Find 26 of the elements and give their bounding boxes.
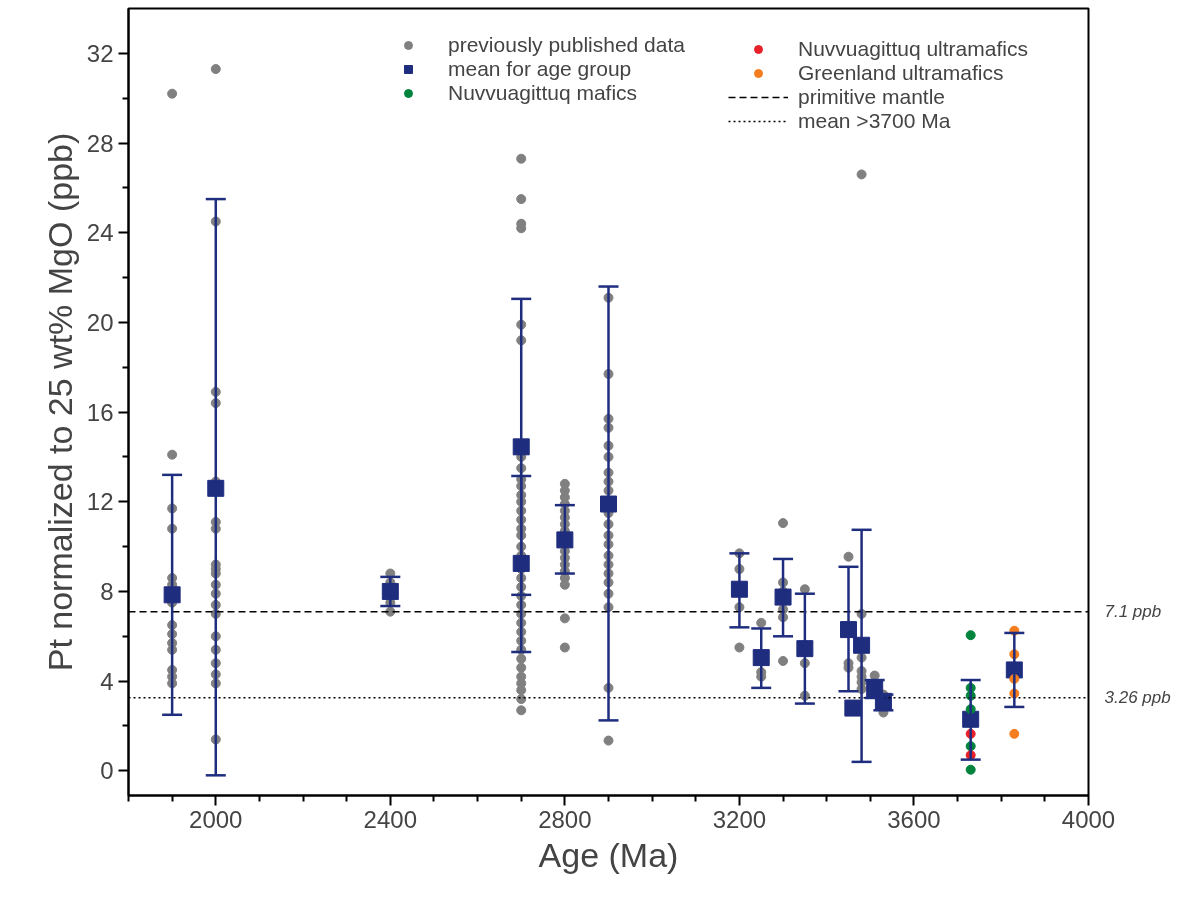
- legend-label: Greenland ultramafics: [798, 61, 1004, 85]
- y-tick-label: 8: [100, 577, 114, 605]
- y-tick-label: 32: [86, 39, 114, 67]
- y-axis-title: Pt normalized to 25 wt% MgO (ppb): [40, 132, 79, 672]
- y-tick-label: 0: [100, 757, 114, 785]
- legend-label: mean for age group: [448, 57, 632, 81]
- y-tick-label: 20: [86, 308, 114, 336]
- x-tick-label: 2000: [189, 805, 243, 833]
- x-axis-title: Age (Ma): [538, 835, 679, 874]
- legend-label: Nuvvuagittuq mafics: [448, 81, 638, 105]
- y-tick-label: 4: [100, 667, 114, 695]
- legend-label: primitive mantle: [798, 85, 946, 109]
- y-tick-label: 24: [86, 219, 114, 247]
- x-tick-label: 3200: [712, 805, 767, 833]
- y-tick-label: 16: [86, 398, 114, 426]
- text: 7.1 ppb: [1104, 602, 1162, 622]
- x-tick-label: 2800: [538, 805, 592, 833]
- y-tick-label: 12: [86, 488, 114, 516]
- legend-label: Nuvvuagittuq ultramafics: [798, 37, 1028, 61]
- y-tick-label: 28: [86, 129, 114, 157]
- text: 3.26 ppb: [1104, 688, 1171, 708]
- x-tick-label: 4000: [1061, 805, 1116, 833]
- x-tick-label: 3600: [887, 805, 941, 833]
- legend-label: mean >3700 Ma: [798, 109, 951, 133]
- x-tick-label: 2400: [363, 805, 418, 833]
- legend-label: previously published data: [448, 33, 685, 57]
